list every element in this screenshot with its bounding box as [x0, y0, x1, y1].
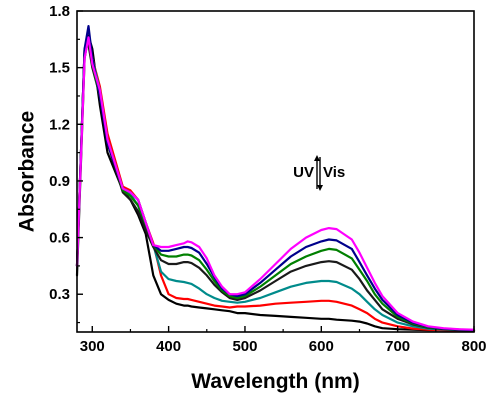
x-tick-label: 600	[309, 338, 334, 355]
x-tick-label: 500	[232, 338, 257, 355]
x-tick-label: 800	[461, 338, 486, 355]
y-tick-label: 0.3	[49, 286, 70, 303]
series-line-3	[75, 36, 476, 332]
series-line-7	[75, 36, 476, 331]
plot-frame	[76, 10, 475, 333]
y-tick-label: 0.6	[49, 230, 70, 247]
series-line-6	[75, 25, 476, 332]
y-tick-label: 1.8	[49, 3, 70, 20]
y-tick-label: 1.5	[49, 60, 70, 77]
y-tick-label: 1.2	[49, 116, 70, 133]
series-line-5	[75, 36, 476, 332]
annotation-uv-label: UV	[293, 164, 314, 181]
series-line-2	[75, 38, 476, 333]
y-tick-labels: 0.3 0.6 0.9 1.2 1.5 1.8	[49, 3, 70, 303]
y-axis-title: Absorbance	[15, 111, 38, 232]
x-tick-label: 300	[80, 338, 105, 355]
uv-vis-annotation: UV Vis	[293, 155, 345, 191]
x-axis-title: Wavelength (nm)	[191, 370, 359, 393]
x-tick-label: 700	[385, 338, 410, 355]
y-tick-label: 0.9	[49, 173, 70, 190]
series-line-1	[75, 34, 476, 333]
x-tick-label: 400	[156, 338, 181, 355]
ticks-layer	[77, 10, 475, 332]
up-down-arrows-icon	[314, 155, 323, 191]
series-layer	[75, 25, 476, 333]
x-tick-labels: 300 400 500 600 700 800	[80, 338, 487, 355]
series-line-4	[75, 43, 476, 332]
annotation-vis-label: Vis	[323, 164, 345, 181]
